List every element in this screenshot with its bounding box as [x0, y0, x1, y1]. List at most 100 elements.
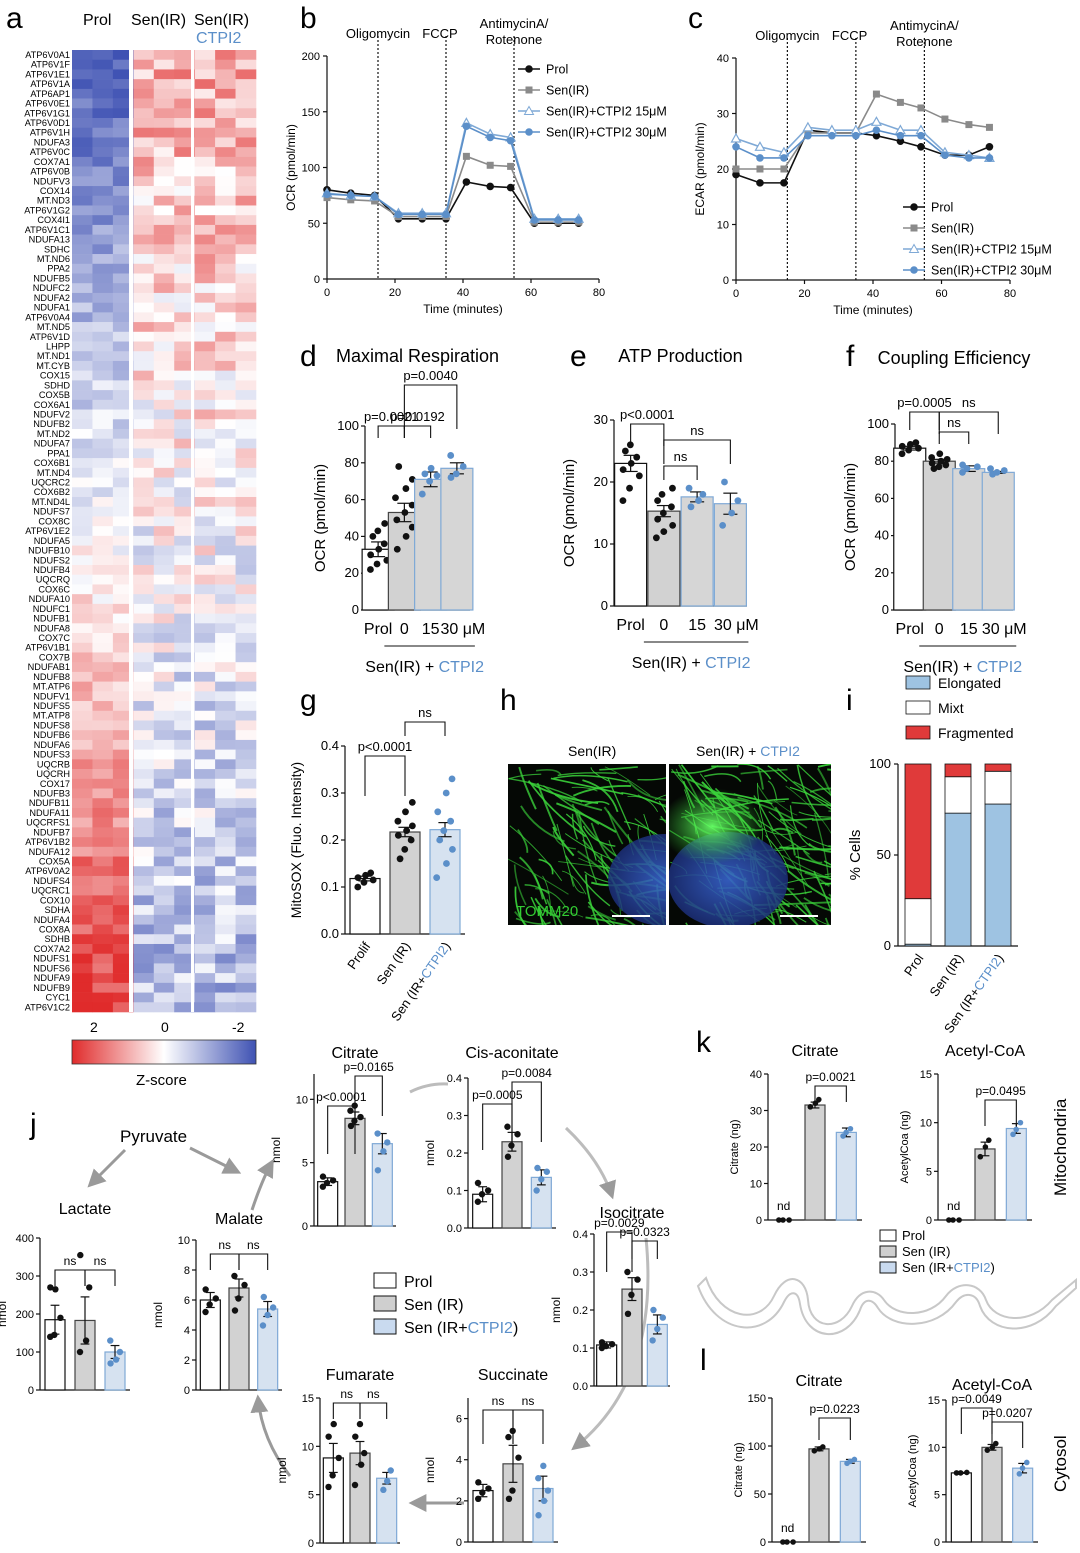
- significance-bracket: [238, 1253, 269, 1270]
- heatmap-cell: [153, 1002, 175, 1013]
- gene-label: NDUFA8: [34, 623, 70, 633]
- gene-label: MT.ND1: [37, 351, 70, 361]
- heatmap-cell: [215, 166, 236, 177]
- y-tick-label: 0.2: [321, 832, 339, 847]
- y-tick-label: 20: [345, 565, 359, 580]
- heatmap-cell: [133, 982, 155, 993]
- y-tick-label: 0.1: [573, 1343, 588, 1355]
- heatmap-cell: [174, 788, 195, 799]
- heatmap-cell: [153, 215, 175, 226]
- heatmap-cell: [133, 973, 155, 984]
- heatmap-cell: [133, 555, 155, 566]
- heatmap-cell: [153, 895, 175, 906]
- heatmap-cell: [215, 613, 236, 624]
- x-tick-label: 15: [422, 621, 440, 638]
- heatmap-cell: [72, 788, 93, 799]
- heatmap-cell: [215, 147, 236, 158]
- heatmap-cell: [235, 254, 257, 265]
- y-tick-label: 40: [750, 1069, 762, 1081]
- y-tick-label: 100: [869, 756, 891, 771]
- data-point: [202, 1286, 209, 1293]
- data-point: [1023, 1459, 1030, 1466]
- p-value: ns: [522, 1394, 535, 1408]
- heatmap-cell: [235, 856, 257, 867]
- heatmap-cell: [215, 691, 236, 702]
- heatmap-cell: [72, 137, 93, 148]
- heatmap-cell: [194, 322, 216, 333]
- heatmap-cell: [72, 195, 93, 206]
- data-point: [486, 161, 494, 169]
- data-point: [347, 191, 355, 200]
- heatmap-cell: [112, 837, 134, 848]
- data-point: [1016, 1471, 1023, 1477]
- heatmap-cell: [194, 574, 216, 585]
- heatmap-cell: [92, 759, 114, 770]
- heatmap-cell: [112, 603, 134, 614]
- heatmap-cell: [153, 224, 175, 235]
- gene-label: MT.ND2: [37, 429, 70, 439]
- heatmap-cell: [174, 710, 195, 721]
- heatmap-cell: [153, 50, 175, 61]
- legend-marker: [525, 86, 533, 94]
- heatmap-cell: [194, 584, 216, 595]
- heatmap-cell: [133, 370, 155, 381]
- mito-filament: [518, 766, 537, 810]
- zscore-tick: 0: [161, 1019, 169, 1035]
- heatmap-cell: [194, 292, 216, 303]
- y-axis-label: nmol: [0, 1301, 9, 1327]
- heatmap-cell: [133, 458, 155, 469]
- heatmap-cell: [92, 973, 114, 984]
- heatmap-cell: [112, 633, 134, 644]
- data-point: [504, 1123, 511, 1130]
- arrow-citrate-cisaconitate: [409, 1082, 449, 1094]
- data-point: [394, 831, 402, 839]
- heatmap-cell: [235, 798, 257, 809]
- heatmap-cell: [194, 399, 216, 410]
- data-point: [659, 509, 667, 517]
- bar: [621, 1288, 643, 1387]
- inj-fccp: FCCP: [832, 28, 867, 43]
- heatmap-cell: [92, 448, 114, 459]
- heatmap-cell: [133, 710, 155, 721]
- heatmap-cell: [153, 798, 175, 809]
- heatmap-cell: [72, 963, 93, 974]
- gene-label: UQCRC2: [31, 478, 70, 488]
- heatmap-cells: [72, 50, 257, 1013]
- heatmap-cell: [112, 380, 134, 391]
- heatmap-cell: [133, 496, 155, 508]
- heatmap-cell: [174, 1002, 195, 1013]
- heatmap-cell: [153, 769, 175, 780]
- heatmap-cell: [153, 963, 175, 974]
- data-point: [649, 1337, 656, 1344]
- data-point: [719, 522, 727, 529]
- data-point: [1010, 1131, 1016, 1138]
- x-tick-label: 30 μM: [714, 617, 759, 634]
- heatmap-cell: [92, 428, 114, 439]
- data-point: [780, 165, 788, 173]
- mito-filament: [795, 855, 831, 868]
- data-point: [384, 1139, 391, 1146]
- heatmap-cell: [112, 322, 134, 333]
- panel-letter-b: b: [300, 2, 317, 35]
- legend-swatch-ctpi2: [373, 1318, 397, 1335]
- data-point: [695, 497, 702, 504]
- heatmap-cell: [215, 341, 236, 352]
- mito-filament: [753, 795, 774, 831]
- heatmap-cell: [133, 866, 155, 877]
- zscore-tick: 2: [90, 1019, 98, 1035]
- heatmap-cell: [112, 798, 134, 809]
- heatmap-cell: [112, 555, 134, 566]
- y-tick-label: 0.2: [447, 1148, 462, 1160]
- heatmap-cell: [92, 837, 114, 848]
- mito-filament: [767, 780, 778, 801]
- gene-label: NDUFA1: [34, 303, 70, 313]
- heatmap-cell: [92, 574, 114, 585]
- heatmap-cell: [235, 127, 257, 138]
- heatmap-cell: [215, 283, 236, 294]
- data-point: [507, 162, 515, 170]
- mito-filament: [514, 886, 527, 925]
- heatmap-cell: [174, 914, 195, 925]
- data-point: [401, 509, 409, 516]
- mito-filament: [762, 828, 797, 835]
- heatmap-cell: [235, 924, 257, 935]
